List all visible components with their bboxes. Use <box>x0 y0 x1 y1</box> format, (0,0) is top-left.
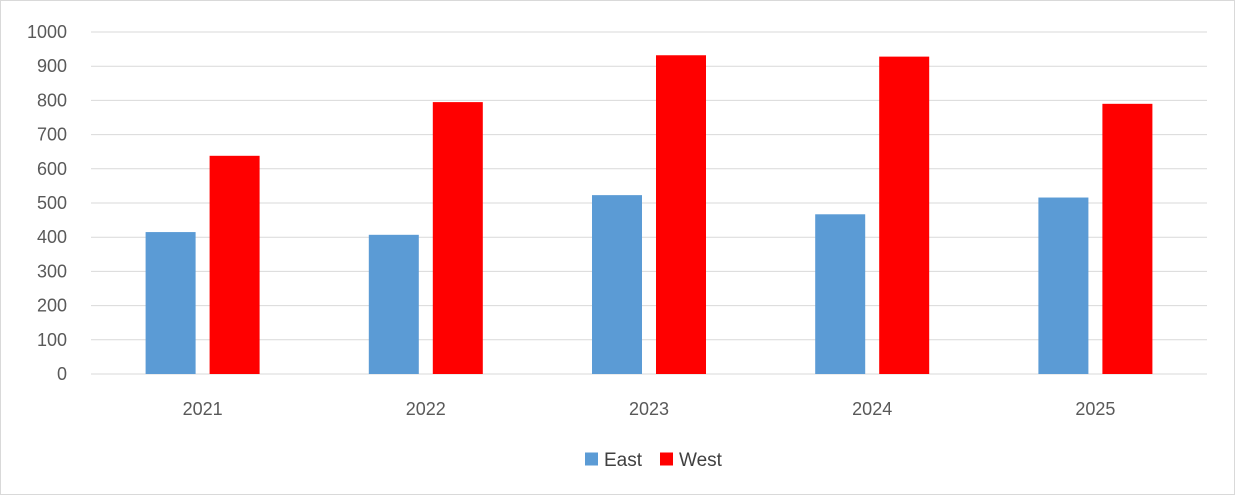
bar-west-2022 <box>432 102 483 375</box>
y-tick-label: 300 <box>37 261 67 281</box>
gridlines <box>91 31 1207 375</box>
x-tick-label: 2021 <box>183 399 223 419</box>
y-tick-label: 100 <box>37 330 67 350</box>
y-tick-label: 500 <box>37 193 67 213</box>
y-tick-label: 0 <box>57 364 67 384</box>
y-tick-label: 200 <box>37 296 67 316</box>
x-tick-label: 2022 <box>406 399 446 419</box>
bar-west-2024 <box>879 56 930 375</box>
legend: East West <box>585 450 723 471</box>
bars <box>145 55 1153 375</box>
y-tick-label: 700 <box>37 125 67 145</box>
y-tick-label: 1000 <box>27 22 67 42</box>
y-tick-label: 900 <box>37 56 67 76</box>
x-tick-label: 2025 <box>1075 399 1115 419</box>
y-tick-label: 600 <box>37 159 67 179</box>
bar-east-2021 <box>145 232 196 374</box>
bar-east-2022 <box>368 234 419 374</box>
bar-west-2021 <box>209 155 260 374</box>
y-tick-label: 800 <box>37 90 67 110</box>
y-axis-tick-labels: 0 100 200 300 400 500 600 700 800 900 1000 <box>27 22 67 384</box>
x-tick-label: 2023 <box>629 399 669 419</box>
legend-swatch-east <box>585 452 598 466</box>
bar-west-2025 <box>1102 103 1153 374</box>
bar-east-2024 <box>815 214 866 374</box>
legend-label-east: East <box>604 450 643 471</box>
legend-label-west: West <box>679 450 723 471</box>
x-tick-label: 2024 <box>852 399 892 419</box>
legend-swatch-west <box>660 452 673 466</box>
bar-west-2023 <box>656 55 706 374</box>
y-tick-label: 400 <box>37 227 67 247</box>
bar-east-2025 <box>1038 197 1089 374</box>
x-axis-tick-labels: 2021 2022 2023 2024 2025 <box>183 399 1116 419</box>
bar-east-2023 <box>592 195 642 374</box>
